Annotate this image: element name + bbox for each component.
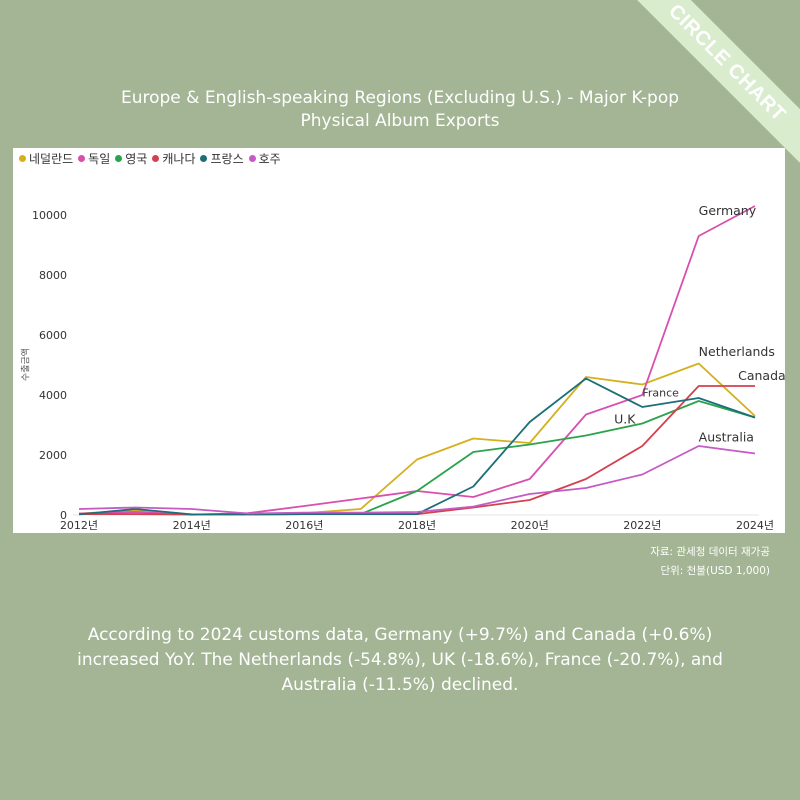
annotation-label: Australia bbox=[699, 430, 754, 445]
annotation-label: Netherlands bbox=[699, 344, 775, 359]
annotation-label: Germany bbox=[699, 203, 757, 218]
title-line-1: Europe & English-speaking Regions (Exclu… bbox=[120, 88, 680, 108]
y-tick-label: 6000 bbox=[39, 329, 67, 342]
y-tick-label: 10000 bbox=[32, 209, 67, 222]
legend-label: 영국 bbox=[125, 151, 148, 166]
y-tick-label: 0 bbox=[60, 509, 67, 522]
legend-label: 캐나다 bbox=[162, 151, 196, 166]
legend-dot bbox=[78, 154, 86, 162]
annotation-label: U.K bbox=[614, 412, 636, 427]
x-tick-label: 2018년 bbox=[398, 519, 436, 532]
x-tick-label: 2020년 bbox=[511, 519, 549, 532]
caption-line-2: increased YoY. The Netherlands (-54.8%),… bbox=[77, 650, 723, 670]
caption-text: According to 2024 customs data, Germany … bbox=[20, 623, 780, 698]
legend-label: 프랑스 bbox=[210, 151, 244, 166]
legend-item: 네덜란드 bbox=[19, 150, 73, 167]
caption-line-1: According to 2024 customs data, Germany … bbox=[87, 625, 713, 645]
source-line-1: 자료: 관세청 데이터 재가공 bbox=[650, 546, 770, 558]
legend-label: 호주 bbox=[258, 151, 281, 166]
x-tick-label: 2022년 bbox=[623, 519, 661, 532]
legend-item: 호주 bbox=[248, 150, 281, 167]
x-tick-label: 2024년 bbox=[736, 519, 774, 532]
series-line-영국 bbox=[79, 400, 756, 516]
legend-label: 독일 bbox=[88, 151, 111, 166]
legend-item: 독일 bbox=[78, 150, 110, 167]
series-line-프랑스 bbox=[78, 377, 756, 516]
title-line-2: Physical Album Exports bbox=[300, 111, 500, 131]
legend-dot bbox=[200, 154, 208, 162]
legend-dot bbox=[19, 154, 26, 162]
circle-chart-ribbon: CIRCLE CHART bbox=[625, 0, 800, 165]
series-line-호주 bbox=[78, 445, 756, 515]
y-tick-label: 2000 bbox=[39, 449, 67, 462]
caption-line-3: Australia (-11.5%) declined. bbox=[281, 675, 519, 695]
y-tick-label: 4000 bbox=[39, 389, 67, 402]
legend-item: 영국 bbox=[115, 150, 147, 167]
y-axis-label: 수출금액 bbox=[21, 347, 32, 382]
x-tick-label: 2012년 bbox=[60, 519, 98, 532]
line-chart: 0 2000 4000 6000 8000 10000 2012년 2014년 2016년 201… bbox=[32, 203, 785, 532]
y-tick-label: 8000 bbox=[39, 269, 67, 282]
chart-legend: 네덜란드 독일 영국 캐나다 프랑스 호주 bbox=[19, 150, 286, 166]
x-tick-label: 2016년 bbox=[285, 519, 323, 532]
legend-item: 캐나다 bbox=[152, 150, 195, 167]
source-line-2: 단위: 천불(USD 1,000) bbox=[660, 565, 770, 577]
chart-panel: 0 2000 4000 6000 8000 10000 2012년 2014년 2016년 201… bbox=[13, 148, 785, 533]
legend-item: 프랑스 bbox=[200, 150, 244, 167]
chart-title: Europe & English-speaking Regions (Exclu… bbox=[0, 87, 800, 133]
annotation-label: Canada bbox=[738, 368, 785, 383]
legend-label: 네덜란드 bbox=[29, 151, 74, 166]
legend-dot bbox=[115, 154, 123, 162]
x-tick-label: 2014년 bbox=[173, 519, 211, 532]
legend-dot bbox=[152, 154, 160, 162]
annotation-label: France bbox=[642, 387, 679, 400]
legend-dot bbox=[248, 154, 256, 162]
source-note: 자료: 관세청 데이터 재가공 단위: 천불(USD 1,000) bbox=[650, 543, 770, 581]
